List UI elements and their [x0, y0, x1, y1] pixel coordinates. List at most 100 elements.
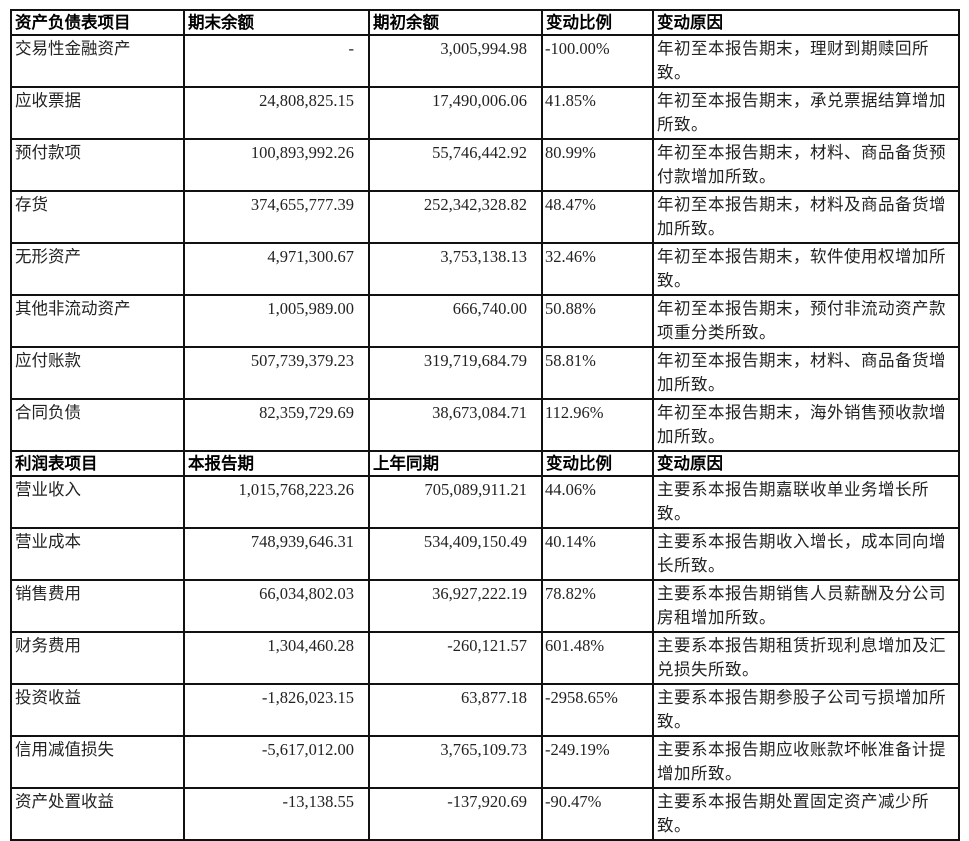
change-reason: 主要系本报告期参股子公司亏损增加所致。	[652, 683, 960, 737]
prior-value: -260,121.57	[368, 631, 543, 685]
change-reason: 主要系本报告期收入增长，成本同向增长所致。	[652, 527, 960, 581]
change-ratio: 41.85%	[541, 86, 654, 140]
current-value: 100,893,992.26	[183, 138, 370, 192]
change-reason: 年初至本报告期末，预付非流动资产款项重分类所致。	[652, 294, 960, 348]
change-ratio: -2958.65%	[541, 683, 654, 737]
prior-value: 666,740.00	[368, 294, 543, 348]
prior-value: -137,920.69	[368, 787, 543, 841]
prior-value: 3,753,138.13	[368, 242, 543, 296]
item-name: 合同负债	[10, 398, 185, 452]
item-name: 预付款项	[10, 138, 185, 192]
current-value: 24,808,825.15	[183, 86, 370, 140]
column-header: 期初余额	[368, 9, 543, 36]
current-value: 66,034,802.03	[183, 579, 370, 633]
item-name: 应收票据	[10, 86, 185, 140]
current-value: 507,739,379.23	[183, 346, 370, 400]
column-header: 上年同期	[368, 450, 543, 477]
change-ratio: -249.19%	[541, 735, 654, 789]
current-value: -1,826,023.15	[183, 683, 370, 737]
change-reason: 年初至本报告期末，理财到期赎回所致。	[652, 34, 960, 88]
column-header: 资产负债表项目	[10, 9, 185, 36]
prior-value: 3,765,109.73	[368, 735, 543, 789]
change-reason: 年初至本报告期末，材料及商品备货增加所致。	[652, 190, 960, 244]
prior-value: 38,673,084.71	[368, 398, 543, 452]
column-header: 变动原因	[652, 9, 960, 36]
column-header: 变动比例	[541, 450, 654, 477]
prior-value: 3,005,994.98	[368, 34, 543, 88]
item-name: 投资收益	[10, 683, 185, 737]
table-row: 营业收入 1,015,768,223.26 705,089,911.21 44.06%…	[10, 475, 960, 529]
change-reason: 年初至本报告期末，材料、商品备货增加所致。	[652, 346, 960, 400]
item-name: 应付账款	[10, 346, 185, 400]
current-value: -	[183, 34, 370, 88]
prior-value: 55,746,442.92	[368, 138, 543, 192]
change-reason: 主要系本报告期销售人员薪酬及分公司房租增加所致。	[652, 579, 960, 633]
prior-value: 705,089,911.21	[368, 475, 543, 529]
item-name: 其他非流动资产	[10, 294, 185, 348]
item-name: 营业成本	[10, 527, 185, 581]
item-name: 信用减值损失	[10, 735, 185, 789]
table-row: 交易性金融资产 -3,005,994.98 -100.00% 年初至本报告期末，理财到…	[10, 34, 960, 88]
change-reason: 主要系本报告期处置固定资产减少所致。	[652, 787, 960, 841]
current-value: 374,655,777.39	[183, 190, 370, 244]
table-row: 存货 374,655,777.39 252,342,328.82 48.47% 年初至本…	[10, 190, 960, 244]
current-value: 1,005,989.00	[183, 294, 370, 348]
item-name: 无形资产	[10, 242, 185, 296]
prior-value: 63,877.18	[368, 683, 543, 737]
item-name: 财务费用	[10, 631, 185, 685]
change-ratio: 78.82%	[541, 579, 654, 633]
table-row: 预付款项 100,893,992.26 55,746,442.92 80.99% 年初至…	[10, 138, 960, 192]
current-value: 1,015,768,223.26	[183, 475, 370, 529]
prior-value: 319,719,684.79	[368, 346, 543, 400]
prior-value: 252,342,328.82	[368, 190, 543, 244]
prior-value: 534,409,150.49	[368, 527, 543, 581]
column-header: 利润表项目	[10, 450, 185, 477]
prior-value: 36,927,222.19	[368, 579, 543, 633]
column-header: 本报告期	[183, 450, 370, 477]
change-ratio: -100.00%	[541, 34, 654, 88]
table-row: 财务费用 1,304,460.28 -260,121.57 601.48% 主要系本报告…	[10, 631, 960, 685]
current-value: 748,939,646.31	[183, 527, 370, 581]
table-row: 营业成本 748,939,646.31 534,409,150.49 40.14% 主要…	[10, 527, 960, 581]
change-reason: 年初至本报告期末，材料、商品备货预付款增加所致。	[652, 138, 960, 192]
change-ratio: -90.47%	[541, 787, 654, 841]
change-reason: 年初至本报告期末，海外销售预收款增加所致。	[652, 398, 960, 452]
income-statement-header-row: 利润表项目 本报告期 上年同期 变动比例 变动原因	[10, 450, 960, 477]
table-row: 合同负债 82,359,729.69 38,673,084.71 112.96% 年初至…	[10, 398, 960, 452]
table-row: 销售费用 66,034,802.03 36,927,222.19 78.82% 主要系本…	[10, 579, 960, 633]
table-row: 信用减值损失 -5,617,012.00 3,765,109.73 -249.19% 主…	[10, 735, 960, 789]
current-value: -5,617,012.00	[183, 735, 370, 789]
change-ratio: 80.99%	[541, 138, 654, 192]
change-reason: 主要系本报告期租赁折现利息增加及汇兑损失所致。	[652, 631, 960, 685]
current-value: 4,971,300.67	[183, 242, 370, 296]
change-reason: 主要系本报告期嘉联收单业务增长所致。	[652, 475, 960, 529]
financial-changes-table: 资产负债表项目 期末余额 期初余额 变动比例 变动原因 交易性金融资产 -3,005,994…	[10, 9, 960, 841]
table-row: 无形资产 4,971,300.67 3,753,138.13 32.46% 年初至本报告…	[10, 242, 960, 296]
balance-sheet-header-row: 资产负债表项目 期末余额 期初余额 变动比例 变动原因	[10, 9, 960, 36]
item-name: 存货	[10, 190, 185, 244]
change-ratio: 44.06%	[541, 475, 654, 529]
change-ratio: 58.81%	[541, 346, 654, 400]
table-row: 投资收益 -1,826,023.15 63,877.18 -2958.65% 主要系本报…	[10, 683, 960, 737]
table-row: 应收票据 24,808,825.15 17,490,006.06 41.85% 年初至本…	[10, 86, 960, 140]
current-value: -13,138.55	[183, 787, 370, 841]
change-reason: 年初至本报告期末，承兑票据结算增加所致。	[652, 86, 960, 140]
change-ratio: 601.48%	[541, 631, 654, 685]
change-reason: 主要系本报告期应收账款坏帐准备计提增加所致。	[652, 735, 960, 789]
change-ratio: 32.46%	[541, 242, 654, 296]
column-header: 变动原因	[652, 450, 960, 477]
change-ratio: 50.88%	[541, 294, 654, 348]
change-ratio: 112.96%	[541, 398, 654, 452]
current-value: 82,359,729.69	[183, 398, 370, 452]
current-value: 1,304,460.28	[183, 631, 370, 685]
table-row: 其他非流动资产 1,005,989.00 666,740.00 50.88% 年初至本报…	[10, 294, 960, 348]
item-name: 交易性金融资产	[10, 34, 185, 88]
item-name: 资产处置收益	[10, 787, 185, 841]
column-header: 变动比例	[541, 9, 654, 36]
column-header: 期末余额	[183, 9, 370, 36]
change-ratio: 48.47%	[541, 190, 654, 244]
item-name: 营业收入	[10, 475, 185, 529]
table-row: 应付账款 507,739,379.23 319,719,684.79 58.81% 年初…	[10, 346, 960, 400]
item-name: 销售费用	[10, 579, 185, 633]
table-row: 资产处置收益 -13,138.55 -137,920.69 -90.47% 主要系本报告…	[10, 787, 960, 841]
